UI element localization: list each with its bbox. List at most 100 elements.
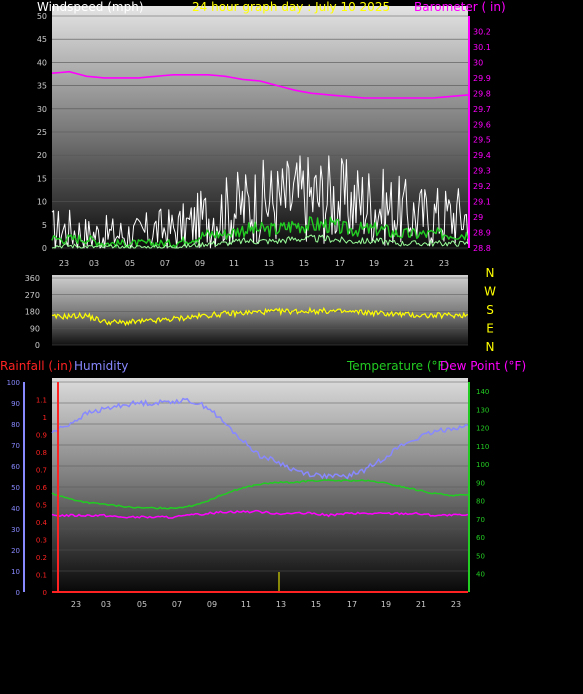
- direction-y-tick: 180: [25, 308, 40, 317]
- wind-x-tick: 23: [439, 259, 449, 268]
- direction-y-tick: 90: [30, 324, 40, 333]
- barometer-tick: 29.3: [473, 167, 491, 176]
- rainfall-tick: 0.8: [36, 449, 47, 457]
- direction-y-tick: 0: [35, 341, 40, 350]
- compass-label: S: [486, 303, 494, 317]
- wind-x-tick: 07: [160, 259, 170, 268]
- barometer-tick: 29.9: [473, 74, 491, 83]
- wind-x-tick: 11: [229, 259, 239, 268]
- humidity-line: [51, 397, 469, 480]
- barometer-tick: 28.9: [473, 229, 491, 238]
- rainfall-tick: 0.3: [36, 537, 47, 545]
- climate-x-tick: 13: [276, 600, 286, 609]
- wind-x-tick: 13: [264, 259, 274, 268]
- barometer-tick: 29.1: [473, 198, 491, 207]
- dewpoint-line: [51, 509, 469, 519]
- humidity-tick: 90: [11, 400, 20, 408]
- barometer-tick: 29.5: [473, 136, 491, 145]
- wind-low-line: [51, 234, 469, 249]
- temperature-tick: 50: [476, 552, 485, 560]
- barometer-tick: 29.7: [473, 105, 491, 114]
- temperature-tick: 110: [476, 443, 489, 451]
- wind-y-tick: 45: [37, 35, 47, 44]
- wind-plot-area: [52, 6, 468, 250]
- climate-x-tick: 23: [71, 600, 81, 609]
- temperature-tick: 60: [476, 534, 485, 542]
- rainfall-tick: 0.4: [36, 519, 48, 527]
- wind-y-tick: 30: [37, 105, 47, 114]
- barometer-tick: 29.8: [473, 89, 491, 98]
- barometer-tick: 29.2: [473, 182, 491, 191]
- climate-x-tick: 17: [347, 600, 357, 609]
- climate-x-tick: 19: [381, 600, 391, 609]
- wind-y-tick: 20: [37, 151, 47, 160]
- barometer-tick: 30: [473, 58, 483, 67]
- humidity-tick: 100: [7, 379, 20, 387]
- barometer-tick: 28.8: [473, 244, 491, 253]
- humidity-tick: 20: [11, 547, 20, 555]
- chart-title: 24 hour graph day : July 10 2025: [192, 0, 390, 14]
- wind-y-tick: 5: [42, 221, 47, 230]
- wind-y-tick: 15: [37, 174, 47, 183]
- temperature-tick: 80: [476, 498, 485, 506]
- climate-x-tick: 05: [137, 600, 147, 609]
- temperature-tick: 120: [476, 425, 489, 433]
- wind-gust-line: [51, 155, 469, 249]
- wind-avg-line: [51, 216, 469, 248]
- wind-x-tick: 03: [89, 259, 99, 268]
- wind-y-tick: 0: [42, 244, 47, 253]
- compass-label: E: [486, 322, 494, 336]
- rainfall-tick: 0.5: [36, 502, 47, 510]
- barometer-tick: 30.2: [473, 27, 491, 36]
- compass-label: N: [486, 340, 495, 354]
- temperature-tick: 140: [476, 388, 489, 396]
- wind-y-tick: 25: [37, 128, 47, 137]
- temperature-tick: 40: [476, 571, 485, 579]
- rainfall-tick: 0.9: [36, 432, 47, 440]
- climate-x-tick: 15: [311, 600, 321, 609]
- barometer-tick: 29.4: [473, 151, 491, 160]
- humidity-tick: 80: [11, 421, 20, 429]
- climate-x-tick: 23: [451, 600, 461, 609]
- humidity-tick: 10: [11, 568, 20, 576]
- barometer-tick: 29.6: [473, 120, 491, 129]
- wind-y-tick: 40: [37, 58, 47, 67]
- humidity-tick: 50: [11, 484, 20, 492]
- wind-x-tick: 21: [404, 259, 414, 268]
- wind-x-tick: 19: [369, 259, 379, 268]
- rainfall-tick: 1: [43, 414, 47, 422]
- windspeed-label: Windspeed (mph): [37, 0, 144, 14]
- wind-direction-line: [51, 306, 469, 327]
- climate-x-tick: 21: [416, 600, 426, 609]
- wind-y-tick: 35: [37, 82, 47, 91]
- wind-x-tick: 09: [195, 259, 205, 268]
- rainfall-label: Rainfall (.in): [0, 359, 73, 373]
- humidity-tick: 0: [16, 589, 20, 597]
- temperature-tick: 70: [476, 516, 485, 524]
- wind-x-tick: 23: [59, 259, 69, 268]
- direction-y-tick: 270: [25, 291, 40, 300]
- rainfall-tick: 0.7: [36, 467, 47, 475]
- barometer-tick: 29: [473, 213, 483, 222]
- climate-x-tick: 11: [241, 600, 251, 609]
- rainfall-tick: 0.1: [36, 572, 47, 580]
- barometer-label: Barometer ( in): [414, 0, 506, 14]
- humidity-tick: 60: [11, 463, 20, 471]
- dewpoint-label: Dew Point (°F): [440, 359, 526, 373]
- compass-label: W: [484, 285, 496, 299]
- barometer-tick: 30.1: [473, 43, 491, 52]
- wind-x-tick: 15: [299, 259, 309, 268]
- temperature-line: [51, 479, 469, 510]
- rainfall-tick: 1.1: [36, 397, 47, 405]
- temperature-label: Temperature (°F): [346, 359, 449, 373]
- temperature-tick: 130: [476, 406, 489, 414]
- temperature-tick: 100: [476, 461, 489, 469]
- climate-x-tick: 09: [207, 600, 217, 609]
- humidity-tick: 40: [11, 505, 20, 513]
- humidity-tick: 30: [11, 526, 20, 534]
- humidity-label: Humidity: [74, 359, 128, 373]
- compass-label: N: [486, 266, 495, 280]
- humidity-tick: 70: [11, 442, 20, 450]
- wind-y-tick: 10: [37, 198, 47, 207]
